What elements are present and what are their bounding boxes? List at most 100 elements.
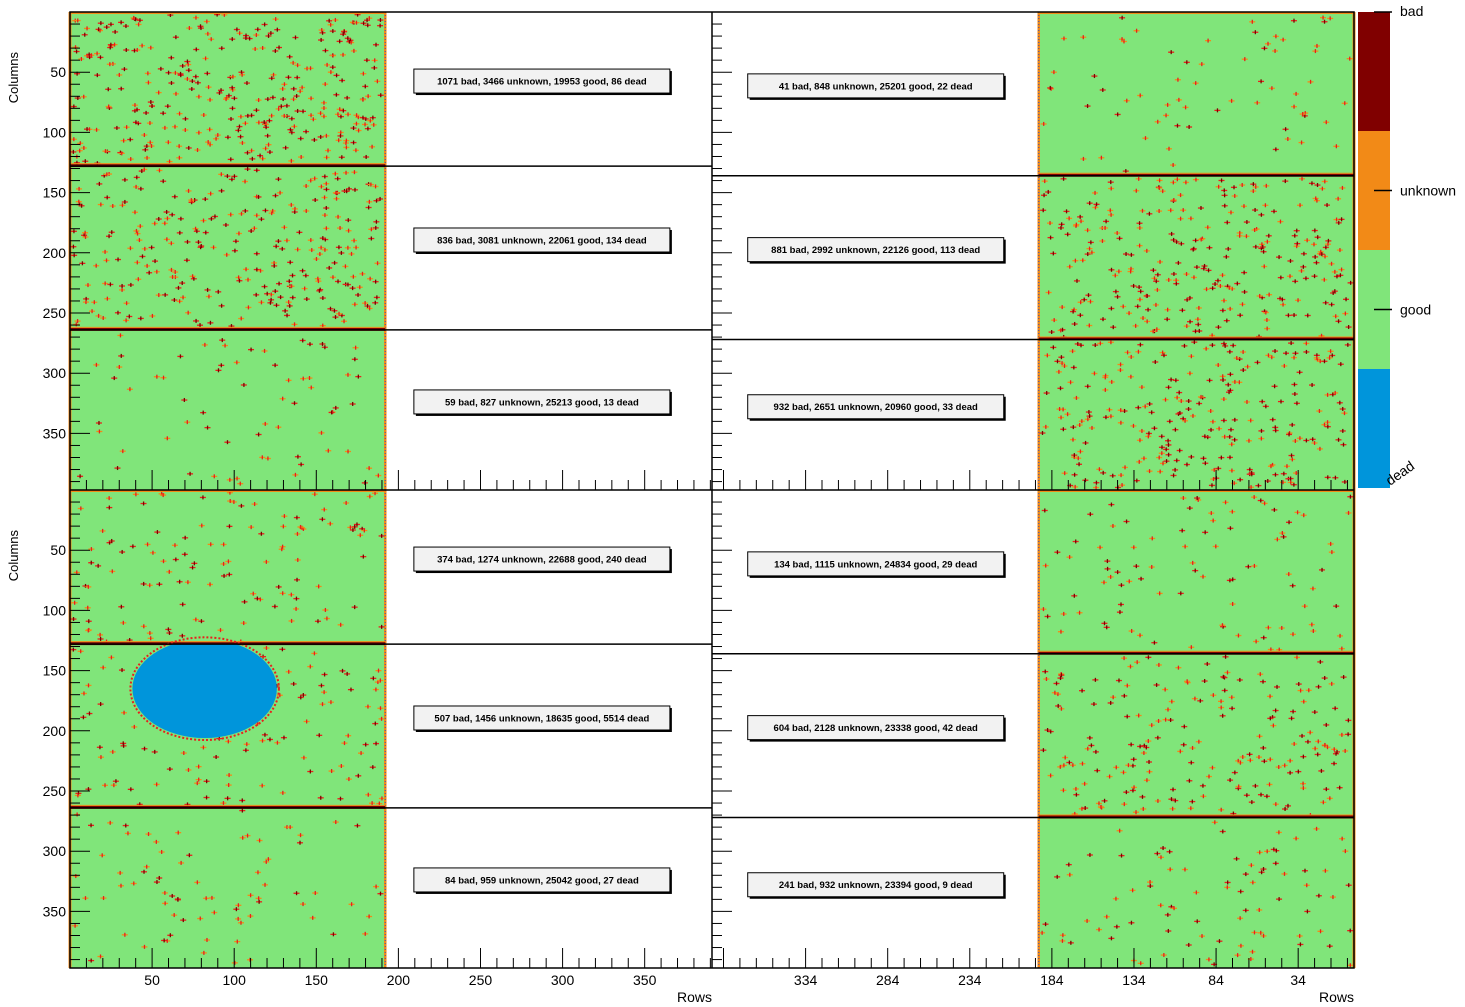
pixel-marker xyxy=(250,228,252,233)
pixel-marker xyxy=(1231,706,1233,711)
pixel-marker xyxy=(1103,621,1106,626)
pixel-marker xyxy=(198,94,200,99)
pixel-marker xyxy=(300,695,302,700)
pixel-marker xyxy=(164,125,166,130)
pixel-marker xyxy=(1229,306,1231,311)
pixel-marker xyxy=(1112,695,1114,700)
pixel-marker xyxy=(1182,208,1184,213)
pixel-marker xyxy=(227,135,229,140)
pixel-marker xyxy=(264,732,266,737)
pixel-marker xyxy=(272,208,274,213)
pixel-marker xyxy=(1234,437,1236,442)
pixel-marker xyxy=(1139,297,1141,302)
pixel-marker xyxy=(1270,464,1272,469)
summary-box-frame xyxy=(747,551,1005,577)
pixel-marker xyxy=(268,118,271,123)
pixel-marker xyxy=(1186,679,1188,684)
pixel-marker xyxy=(345,141,347,146)
pixel-marker xyxy=(1289,770,1291,775)
pixel-marker xyxy=(320,37,322,42)
pixel-marker xyxy=(295,606,297,611)
pixel-marker xyxy=(1095,749,1097,754)
pixel-marker xyxy=(270,297,272,302)
pixel-marker xyxy=(1256,360,1259,365)
pixel-marker xyxy=(75,322,77,327)
pixel-marker xyxy=(183,751,185,756)
pixel-marker xyxy=(318,733,320,738)
pixel-marker xyxy=(246,742,248,747)
pixel-marker xyxy=(274,289,276,294)
pixel-marker xyxy=(352,274,354,279)
pixel-marker xyxy=(77,18,79,23)
pixel-marker xyxy=(1239,677,1241,682)
pixel-marker xyxy=(1180,241,1182,246)
pixel-marker xyxy=(1046,390,1048,395)
pixel-marker xyxy=(1060,415,1062,420)
pixel-marker xyxy=(1292,632,1294,637)
pixel-marker xyxy=(290,158,292,163)
pixel-marker xyxy=(80,506,82,511)
pixel-marker xyxy=(1341,836,1343,841)
pixel-marker xyxy=(1260,246,1263,251)
pixel-marker xyxy=(1126,350,1129,355)
pixel-marker xyxy=(191,87,193,92)
pixel-marker xyxy=(1082,258,1084,263)
pixel-marker xyxy=(115,779,117,784)
pixel-marker xyxy=(1173,906,1175,911)
pixel-marker xyxy=(1335,604,1337,609)
pixel-marker xyxy=(197,764,200,769)
pixel-marker xyxy=(247,305,250,310)
pixel-marker xyxy=(255,292,257,297)
pixel-marker xyxy=(1167,928,1169,933)
pixel-marker xyxy=(1335,144,1338,149)
pixel-marker xyxy=(1046,353,1049,358)
pixel-marker xyxy=(279,295,282,300)
pixel-marker xyxy=(86,26,88,31)
pixel-marker xyxy=(231,37,233,42)
pixel-marker xyxy=(365,116,367,121)
pixel-marker xyxy=(330,22,332,27)
pixel-marker xyxy=(1054,690,1056,695)
pixel-marker xyxy=(240,211,243,216)
pixel-marker xyxy=(1282,534,1285,539)
summary-box: 507 bad, 1456 unknown, 18635 good, 5514 … xyxy=(413,705,672,732)
pixel-marker xyxy=(1052,345,1054,350)
pixel-marker xyxy=(1130,742,1132,747)
pixel-marker xyxy=(1293,18,1295,23)
legend-swatch-dead xyxy=(1358,369,1390,488)
pixel-marker xyxy=(357,128,360,133)
pixel-marker xyxy=(1198,401,1200,406)
pixel-marker xyxy=(225,97,227,102)
pixel-marker xyxy=(209,320,212,325)
pixel-marker xyxy=(1135,323,1137,328)
pixel-marker xyxy=(1073,453,1075,458)
pixel-marker xyxy=(1173,271,1175,276)
pixel-marker xyxy=(340,130,342,135)
pixel-marker xyxy=(1147,739,1149,744)
pixel-marker xyxy=(354,357,356,362)
pixel-marker xyxy=(1155,279,1157,284)
pixel-marker xyxy=(297,557,299,562)
pixel-marker xyxy=(164,292,166,297)
pixel-marker xyxy=(1245,234,1248,239)
pixel-marker xyxy=(240,316,242,321)
pixel-marker xyxy=(1257,483,1260,488)
pixel-marker xyxy=(1331,302,1333,307)
pixel-marker xyxy=(168,159,171,164)
pixel-marker xyxy=(1334,706,1336,711)
pixel-marker xyxy=(304,286,306,291)
pixel-marker xyxy=(181,281,183,286)
pixel-marker xyxy=(147,80,150,85)
pixel-marker xyxy=(299,833,302,838)
pixel-marker xyxy=(1148,759,1150,764)
pixel-marker xyxy=(1087,384,1089,389)
top-edge-row xyxy=(1038,490,1354,492)
pixel-marker xyxy=(296,515,298,520)
pixel-marker xyxy=(278,584,280,589)
pixel-marker xyxy=(1254,30,1257,35)
pixel-marker xyxy=(1246,793,1248,798)
pixel-marker xyxy=(1077,456,1079,461)
pixel-marker xyxy=(87,283,89,288)
pixel-marker xyxy=(1135,564,1137,569)
pixel-marker xyxy=(97,563,99,568)
